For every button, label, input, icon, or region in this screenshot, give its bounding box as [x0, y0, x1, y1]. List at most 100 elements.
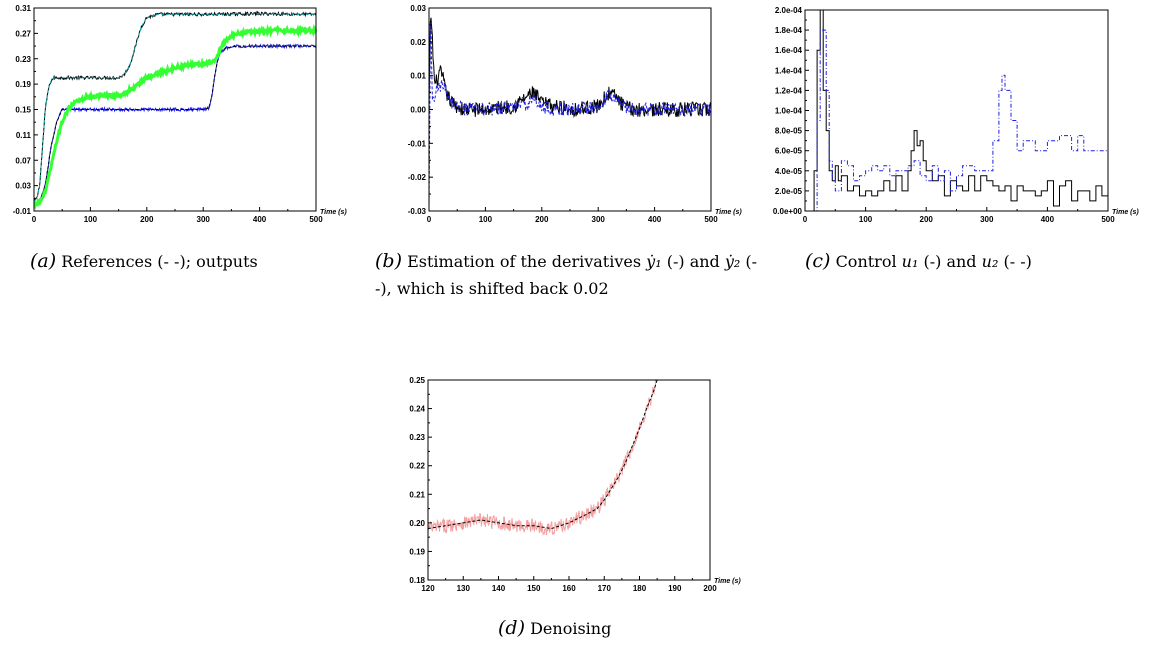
y-tick-label: 0.11 [16, 131, 32, 140]
x-tick-label: 500 [704, 215, 718, 224]
y-tick-label: 0.24 [409, 405, 425, 414]
x-tick-label: 500 [309, 215, 323, 224]
x-tick-label: 300 [197, 215, 211, 224]
caption-b-post: (- -), which is shifted back 0.02 [375, 252, 758, 298]
x-tick-label: 160 [562, 584, 576, 593]
y-tick-label: -0.02 [408, 173, 427, 182]
x-tick-label: 140 [492, 584, 506, 593]
x-tick-label: 120 [421, 584, 435, 593]
y-tick-label: 0.0e+00 [773, 207, 803, 216]
y-tick-label: 0.00 [410, 106, 426, 115]
series-line-1 [427, 379, 658, 536]
x-tick-label: 400 [1041, 215, 1055, 224]
x-tick-label: 100 [479, 215, 493, 224]
caption-a-text: References (- -); outputs [61, 252, 258, 271]
caption-c-sym1: u₁ [901, 252, 919, 271]
caption-c-post: (- -) [1003, 252, 1032, 271]
caption-b-sym1: ẏ₁ [646, 252, 662, 271]
caption-b-and: and [689, 252, 720, 271]
y-tick-label: 8.0e-05 [775, 127, 803, 136]
plot-frame [427, 379, 711, 581]
y-tick-label: 0.15 [15, 106, 31, 115]
x-tick-label: 0 [803, 215, 808, 224]
y-tick-label: 0.01 [410, 72, 426, 81]
caption-b-mid1: (-) [666, 252, 685, 271]
y-tick-label: -0.01 [408, 139, 427, 148]
y-tick-label: 0.03 [410, 4, 426, 13]
x-tick-label: 100 [84, 215, 98, 224]
y-tick-label: 1.2e-04 [775, 86, 803, 95]
x-axis-label: Time (s) [320, 209, 347, 216]
x-tick-label: 190 [668, 584, 682, 593]
caption-c-mid: (-) and [923, 252, 977, 271]
y-tick-label: 0.23 [409, 433, 425, 442]
x-tick-label: 170 [598, 584, 612, 593]
x-tick-label: 100 [859, 215, 873, 224]
caption-b-label: (b) [375, 250, 402, 272]
x-tick-label: 400 [648, 215, 662, 224]
series-line-4 [33, 45, 316, 206]
chart-panel-a: 0 100 200 300 400 500 Time (s) -0.01 0.03 0.07 0.1… [0, 0, 348, 235]
x-tick-label: 150 [527, 584, 541, 593]
x-tick-label: 200 [140, 215, 154, 224]
caption-c-label: (c) [805, 250, 831, 272]
x-tick-label: 200 [703, 584, 717, 593]
x-axis-label: Time (s) [714, 578, 741, 585]
caption-c: (c) Control u₁ (-) and u₂ (- -) [805, 248, 1150, 275]
series-line-2 [805, 29, 1108, 212]
x-tick-label: 300 [980, 215, 994, 224]
y-tick-label: 0.03 [15, 182, 31, 191]
y-tick-label: 0.31 [15, 4, 31, 13]
x-tick-label: 200 [920, 215, 934, 224]
series-line-1 [428, 17, 712, 119]
series-line-2 [427, 379, 658, 530]
y-tick-label: 2.0e-05 [775, 187, 803, 196]
y-tick-label: 0.25 [409, 376, 425, 385]
x-tick-label: 180 [633, 584, 647, 593]
y-tick-label: 0.22 [409, 462, 425, 471]
caption-a-label: (a) [30, 250, 57, 272]
y-tick-label: 0.27 [15, 29, 31, 38]
series-line-2 [33, 13, 316, 202]
x-tick-label: 130 [457, 584, 471, 593]
caption-c-sym2: u₂ [981, 252, 999, 271]
y-tick-label: 1.0e-04 [775, 107, 803, 116]
chart-panel-b: 0 100 200 300 400 500 Time (s) -0.03 -0.02 -0.01 0… [395, 0, 745, 235]
x-tick-label: 400 [253, 215, 267, 224]
y-tick-label: 4.0e-05 [775, 167, 803, 176]
y-tick-label: 1.4e-04 [775, 66, 803, 75]
y-tick-label: 0.02 [410, 38, 426, 47]
series-line-3 [33, 43, 317, 206]
x-axis-label: Time (s) [1112, 209, 1139, 216]
series-line-1 [805, 9, 1109, 212]
caption-d-text: Denoising [530, 619, 612, 638]
chart-panel-d: 120 130 140 150 160 170 180 190 200 Time (s) 0.18 0… [380, 365, 770, 605]
caption-d-label: (d) [498, 617, 525, 639]
series-line-1 [33, 10, 317, 202]
y-tick-label: 1.6e-04 [775, 46, 803, 55]
x-tick-label: 300 [592, 215, 606, 224]
y-tick-label: 0.07 [15, 156, 31, 165]
y-tick-label: 0.21 [409, 490, 425, 499]
y-tick-label: -0.01 [13, 207, 32, 216]
y-tick-label: 6.0e-05 [775, 147, 803, 156]
x-tick-label: 0 [32, 215, 37, 224]
y-tick-label: 1.8e-04 [775, 26, 803, 35]
caption-a: (a) References (- -); outputs [30, 248, 350, 275]
x-tick-label: 200 [535, 215, 549, 224]
y-tick-label: 0.19 [409, 547, 425, 556]
caption-c-pre: Control [835, 252, 897, 271]
y-tick-label: 0.23 [15, 55, 31, 64]
caption-d: (d) Denoising [498, 615, 698, 642]
caption-b-pre: Estimation of the derivatives [407, 252, 642, 271]
y-tick-label: 0.18 [409, 576, 425, 585]
y-tick-label: -0.03 [408, 207, 427, 216]
caption-b: (b) Estimation of the derivatives ẏ₁ (-)… [375, 248, 760, 302]
chart-panel-c: 0 100 200 300 400 500 Time (s) 0.0e+00 2.0e-05 4.… [750, 0, 1150, 235]
x-axis-label: Time (s) [715, 209, 742, 216]
y-tick-label: 0.19 [15, 80, 31, 89]
